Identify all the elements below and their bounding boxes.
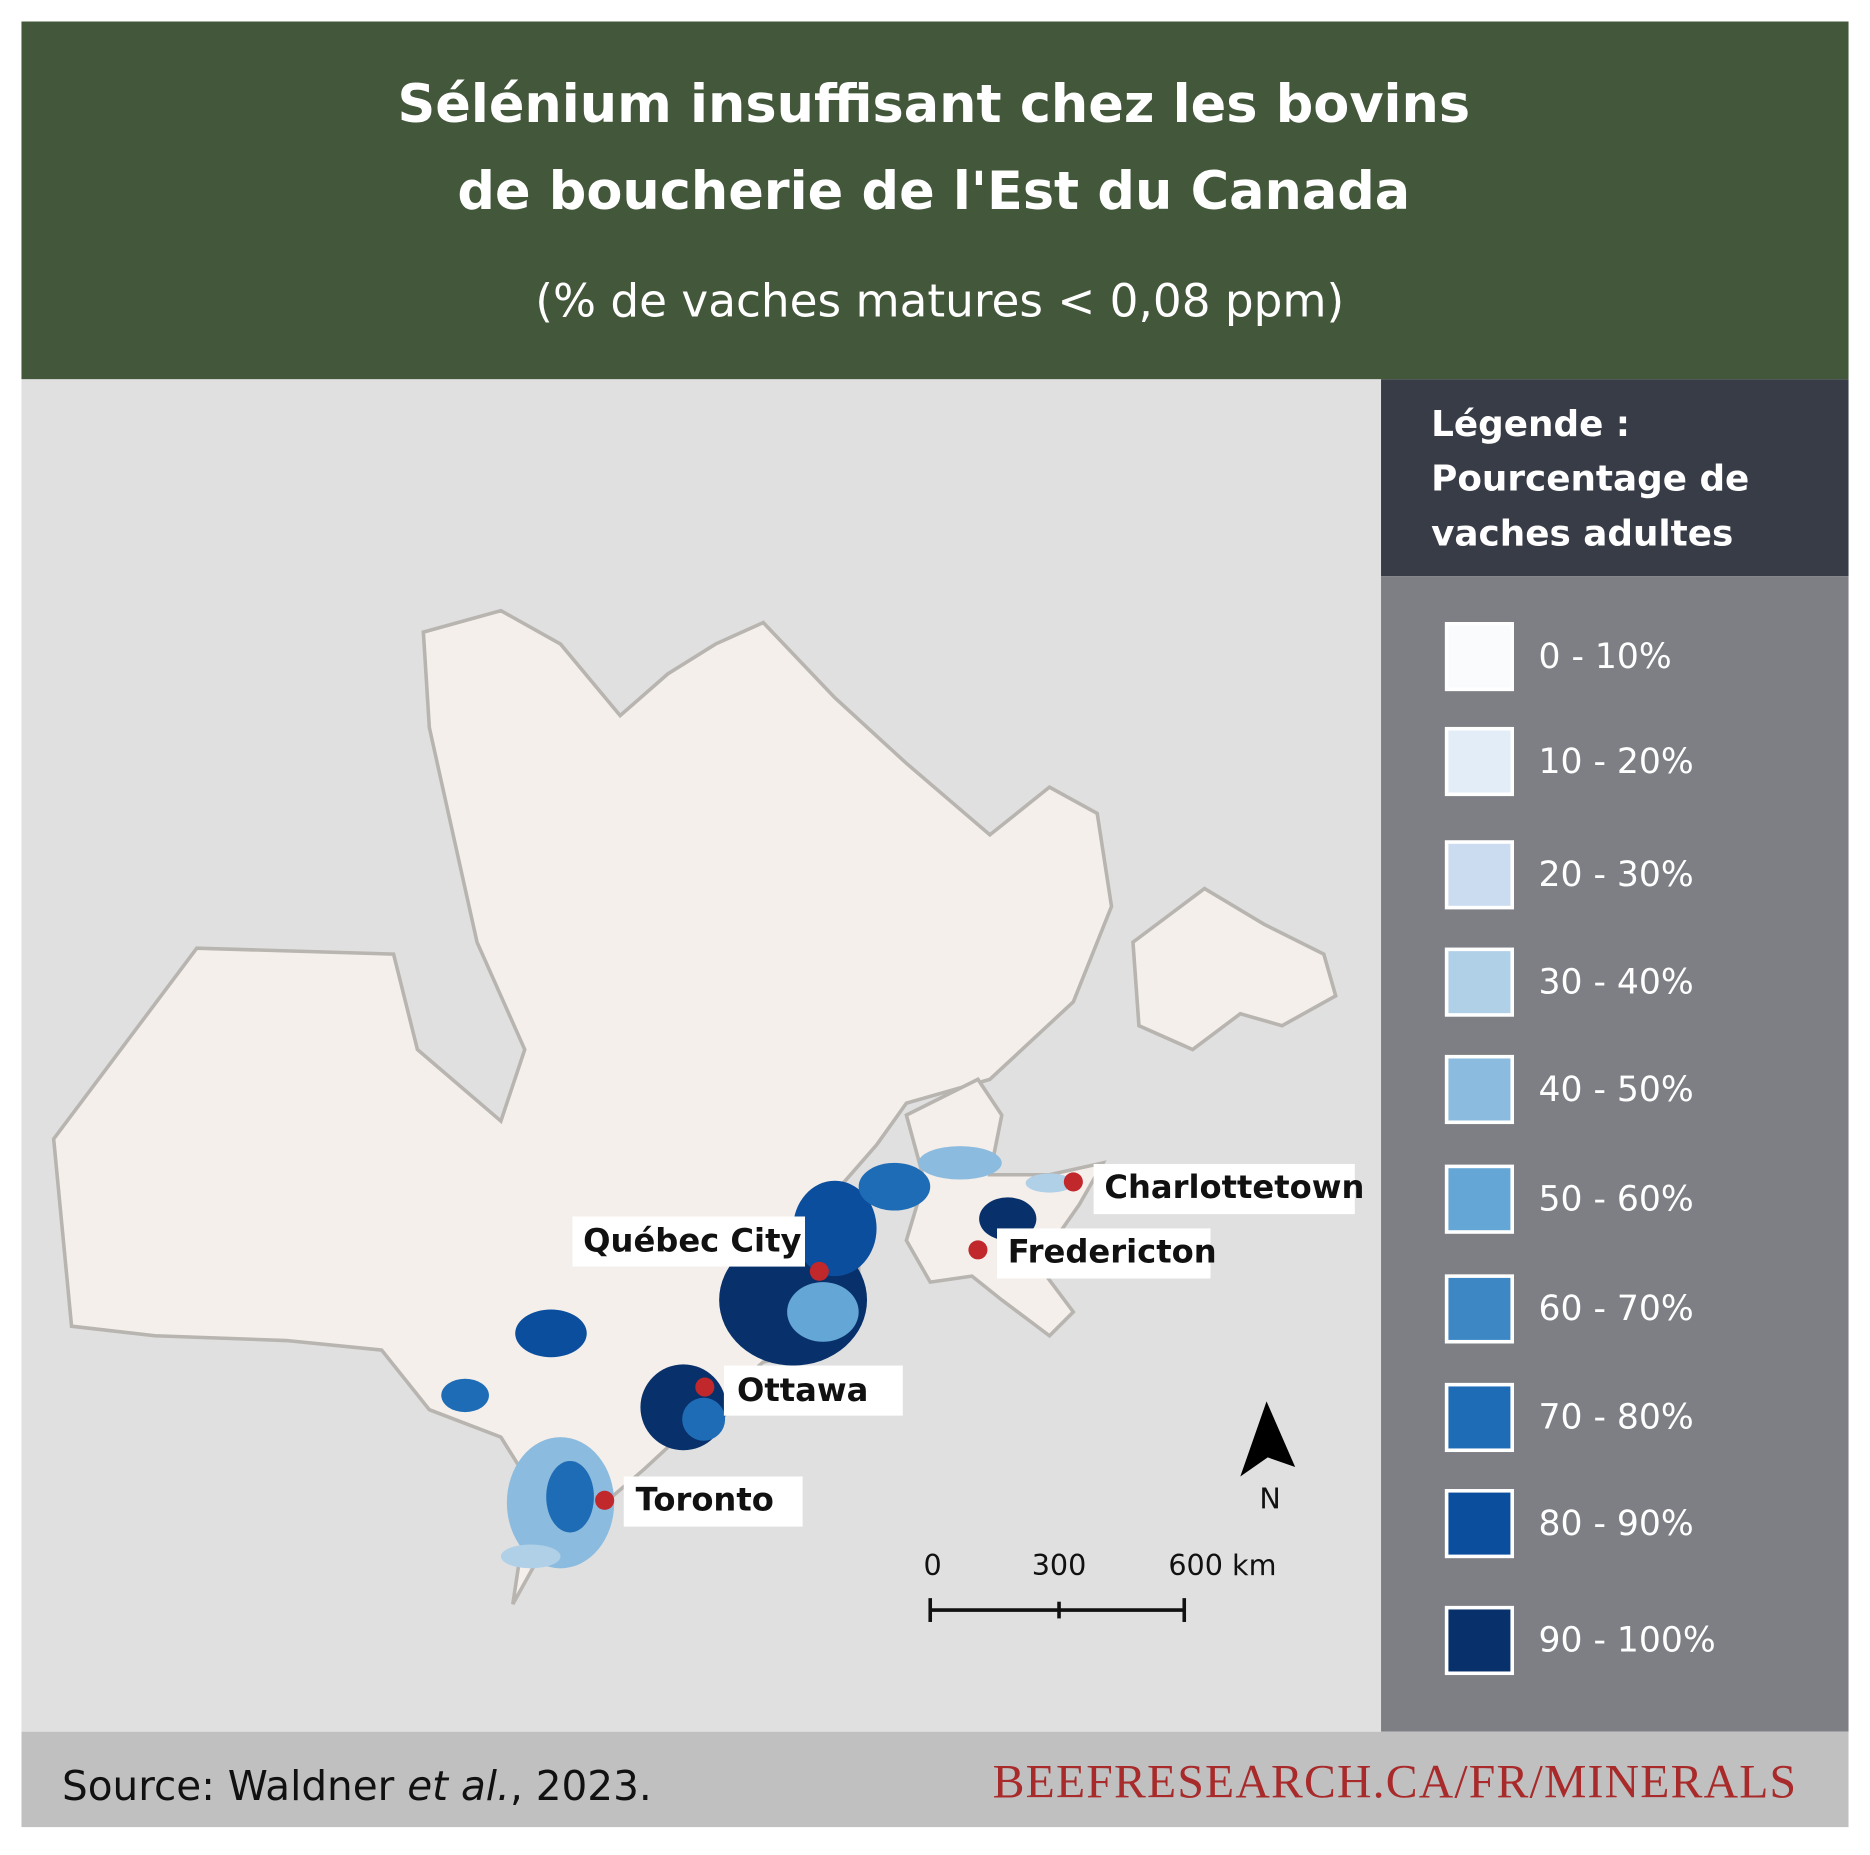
legend-title: vaches adultes xyxy=(1431,514,1733,555)
legend-swatch xyxy=(1444,1054,1515,1125)
city-dot xyxy=(1063,1172,1083,1192)
area xyxy=(1025,1173,1074,1193)
scale-label: 300 xyxy=(1032,1548,1087,1582)
city-dot xyxy=(809,1261,829,1281)
area xyxy=(546,1460,594,1533)
legend-swatch xyxy=(1444,1605,1515,1676)
area xyxy=(787,1282,859,1342)
label-box xyxy=(1093,1164,1355,1215)
source-text: Source: Waldner xyxy=(62,1762,407,1810)
footer xyxy=(21,1731,1849,1828)
website[interactable]: BEEFRESEARCH.CA/FR/MINERALS xyxy=(993,1756,1798,1809)
label-box xyxy=(723,1365,903,1416)
city-label: Ottawa xyxy=(737,1371,868,1409)
cities: Québec City Ottawa Toronto Fredericton C… xyxy=(572,1164,1364,1527)
scale-label: 0 xyxy=(924,1548,942,1582)
city-label: Fredericton xyxy=(1008,1232,1217,1270)
source: Source: Waldner et al., 2023. xyxy=(62,1762,652,1810)
title-line: de boucherie de l'Est du Canada xyxy=(457,161,1410,222)
area xyxy=(793,1180,877,1277)
legend-label: 70 - 80% xyxy=(1538,1398,1693,1438)
legend-label: 20 - 30% xyxy=(1538,855,1693,895)
subtitle: (% de vaches matures < 0,08 ppm) xyxy=(535,275,1344,328)
area xyxy=(918,1146,1002,1180)
legend-label: 80 - 90% xyxy=(1538,1504,1693,1544)
city-dot xyxy=(968,1240,988,1260)
scale-label: 600 km xyxy=(1168,1548,1276,1582)
legend-swatch xyxy=(1444,947,1515,1017)
city-dot xyxy=(595,1490,615,1510)
city-dot xyxy=(695,1377,715,1397)
legend-label: 30 - 40% xyxy=(1538,962,1693,1002)
legend-swatch xyxy=(1444,1489,1515,1559)
legend-items: 0 - 10% 10 - 20% 20 - 30% 30 - 40% 40 - 50% 5… xyxy=(1444,621,1716,1676)
legend-swatch xyxy=(1444,726,1515,797)
city-label: Québec City xyxy=(583,1222,801,1260)
legend-title: Légende : xyxy=(1431,404,1630,445)
newfoundland xyxy=(1131,886,1338,1052)
legend-swatch xyxy=(1444,840,1515,910)
legend-swatch xyxy=(1444,1274,1515,1344)
label-box xyxy=(997,1228,1211,1279)
legend-swatch xyxy=(1444,1382,1515,1453)
legend-label: 90 - 100% xyxy=(1538,1621,1715,1661)
deficiency-areas xyxy=(441,1146,1074,1569)
legend-label: 10 - 20% xyxy=(1538,742,1693,782)
source-text: et al. xyxy=(407,1762,510,1810)
title-line: Sélénium insuffisant chez les bovins xyxy=(397,74,1470,135)
legend-label: 0 - 10% xyxy=(1538,637,1671,677)
scale-bar xyxy=(928,1598,1187,1622)
area xyxy=(858,1162,931,1211)
area xyxy=(441,1378,489,1413)
north-label: N xyxy=(1259,1481,1280,1515)
area xyxy=(682,1397,726,1441)
legend-header xyxy=(1381,379,1849,577)
label-box xyxy=(572,1216,806,1267)
area xyxy=(500,1544,561,1569)
area xyxy=(515,1309,587,1358)
legend-label: 40 - 50% xyxy=(1538,1070,1693,1110)
legend-title: Pourcentage de xyxy=(1431,459,1749,500)
legend-swatch xyxy=(1444,621,1515,692)
north-arrow xyxy=(1240,1401,1296,1477)
city-label: Toronto xyxy=(636,1481,774,1519)
legend-swatch xyxy=(1444,1164,1515,1234)
city-label: Charlottetown xyxy=(1104,1168,1364,1206)
source-text: , 2023. xyxy=(510,1762,652,1810)
header xyxy=(21,21,1849,380)
legend-label: 60 - 70% xyxy=(1538,1289,1693,1329)
legend-label: 50 - 60% xyxy=(1538,1179,1693,1219)
label-box xyxy=(623,1476,803,1527)
